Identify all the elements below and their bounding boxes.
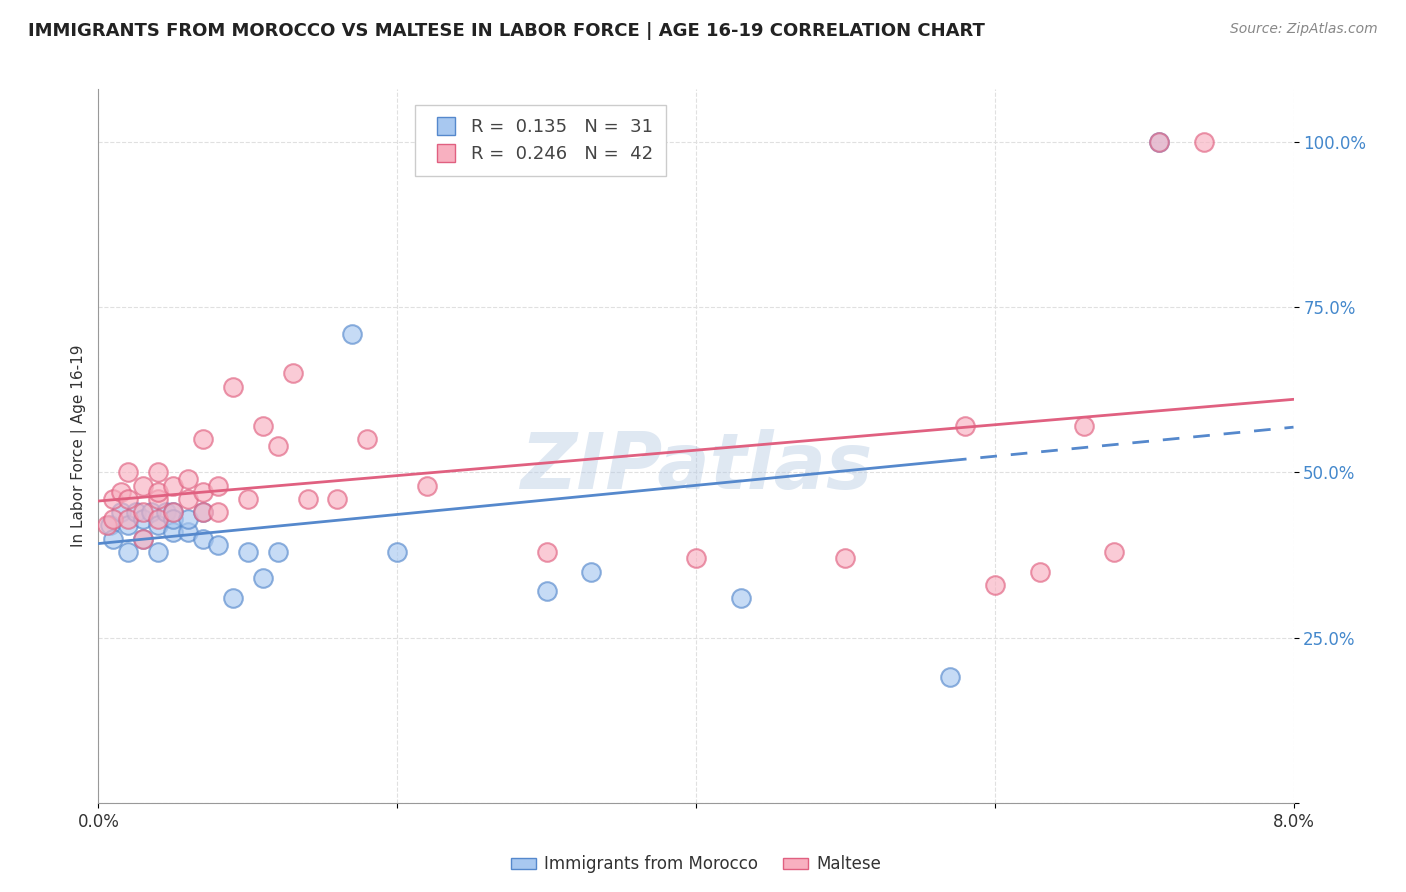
Point [177,511,200,525]
Point [98,518,122,533]
Point [103,491,125,506]
Point [191,485,214,500]
Point [536,545,558,559]
Point [326,491,349,506]
Point [685,551,707,566]
Point [162,505,184,519]
Point [162,511,184,525]
Point [222,591,245,605]
Point [581,565,603,579]
Point [96,518,118,533]
Text: Source: ZipAtlas.com: Source: ZipAtlas.com [1230,22,1378,37]
Point [191,433,214,447]
Point [125,505,148,519]
Point [177,524,200,539]
Point [148,491,170,506]
Point [117,518,139,533]
Point [117,511,139,525]
Point [117,491,139,506]
Point [267,545,290,559]
Point [267,439,290,453]
Point [342,326,364,341]
Point [162,524,184,539]
Point [103,532,125,546]
Legend: Immigrants from Morocco, Maltese: Immigrants from Morocco, Maltese [503,849,889,880]
Point [110,505,132,519]
Point [1147,135,1170,149]
Point [132,511,155,525]
Point [297,491,319,506]
Point [132,505,155,519]
Point [953,419,976,434]
Point [103,511,125,525]
Point [148,485,170,500]
Point [191,505,214,519]
Point [148,466,170,480]
Point [207,505,229,519]
Point [132,532,155,546]
Point [1147,135,1170,149]
Point [834,551,856,566]
Point [148,518,170,533]
Point [236,545,259,559]
Point [207,538,229,552]
Point [730,591,752,605]
Point [222,379,245,393]
Point [1073,419,1095,434]
Point [356,433,378,447]
Point [416,478,439,492]
Point [191,532,214,546]
Point [983,578,1005,592]
Point [252,571,274,585]
Point [252,419,274,434]
Point [281,367,304,381]
Point [385,545,409,559]
Point [162,505,184,519]
Point [1028,565,1050,579]
Point [162,478,184,492]
Point [117,466,139,480]
Point [132,478,155,492]
Point [139,505,162,519]
Point [536,584,558,599]
Point [939,670,962,684]
Point [1102,545,1125,559]
Text: IMMIGRANTS FROM MOROCCO VS MALTESE IN LABOR FORCE | AGE 16-19 CORRELATION CHART: IMMIGRANTS FROM MOROCCO VS MALTESE IN LA… [28,22,986,40]
Point [117,545,139,559]
Y-axis label: In Labor Force | Age 16-19: In Labor Force | Age 16-19 [72,344,87,548]
Point [207,478,229,492]
Point [110,485,132,500]
Point [191,505,214,519]
Point [177,491,200,506]
Point [155,505,177,519]
Point [148,545,170,559]
Point [132,532,155,546]
Point [1192,135,1215,149]
Point [148,511,170,525]
Text: ZIPatlas: ZIPatlas [520,429,872,506]
Point [177,472,200,486]
Point [236,491,259,506]
